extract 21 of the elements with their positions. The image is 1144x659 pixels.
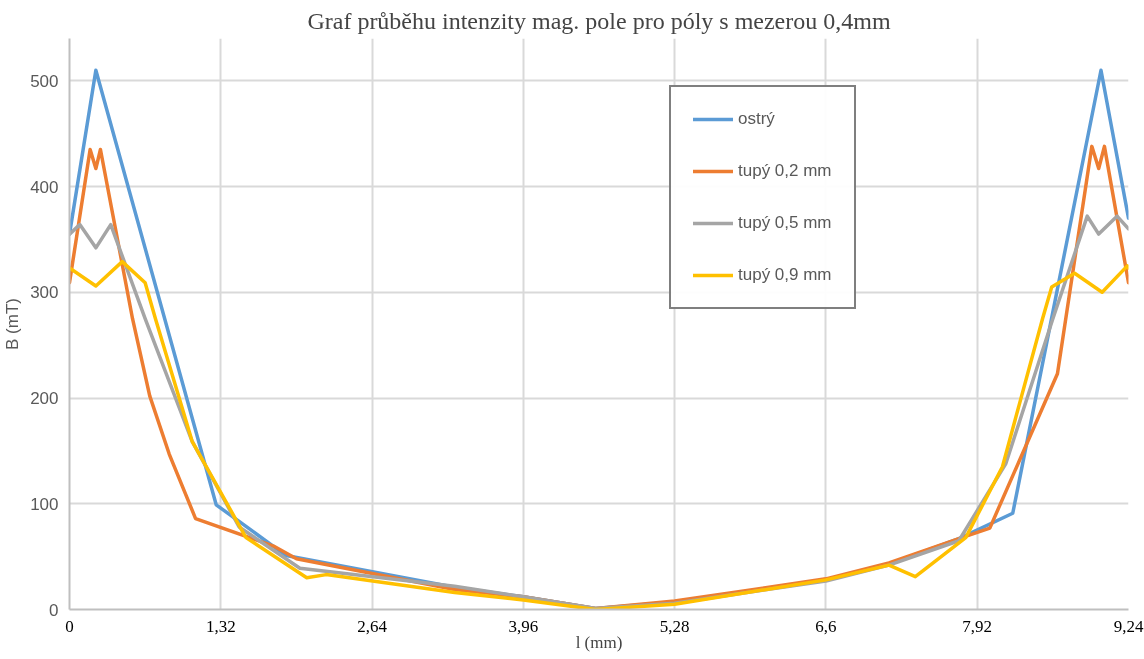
x-axis-title: l (mm)	[575, 632, 623, 652]
legend-label: tupý 0,9 mm	[738, 265, 832, 285]
x-tick-label: 0	[65, 616, 74, 636]
legend-label: tupý 0,5 mm	[738, 213, 832, 233]
x-tick-label: 5,28	[659, 616, 690, 636]
chart-title: Graf průběhu intenzity mag. pole pro póly s mezerou 0,4mm	[307, 7, 891, 34]
y-tick-label: 100	[30, 494, 59, 514]
x-tick-label: 7,92	[962, 616, 993, 636]
y-tick-label: 300	[30, 283, 59, 303]
x-tick-label: 3,96	[508, 616, 539, 636]
y-tick-label: 400	[30, 177, 59, 197]
y-tick-label: 500	[30, 71, 59, 91]
y-axis-title: B (mT)	[3, 298, 23, 350]
x-tick-label: 6,6	[815, 616, 837, 636]
y-tick-label: 0	[49, 600, 59, 620]
legend-label: ostrý	[738, 109, 775, 129]
y-tick-label: 200	[30, 389, 59, 409]
x-tick-label: 1,32	[205, 616, 236, 636]
legend-label: tupý 0,2 mm	[738, 161, 832, 181]
x-tick-label: 2,64	[357, 616, 388, 636]
x-tick-label: 9,24	[1113, 616, 1144, 636]
